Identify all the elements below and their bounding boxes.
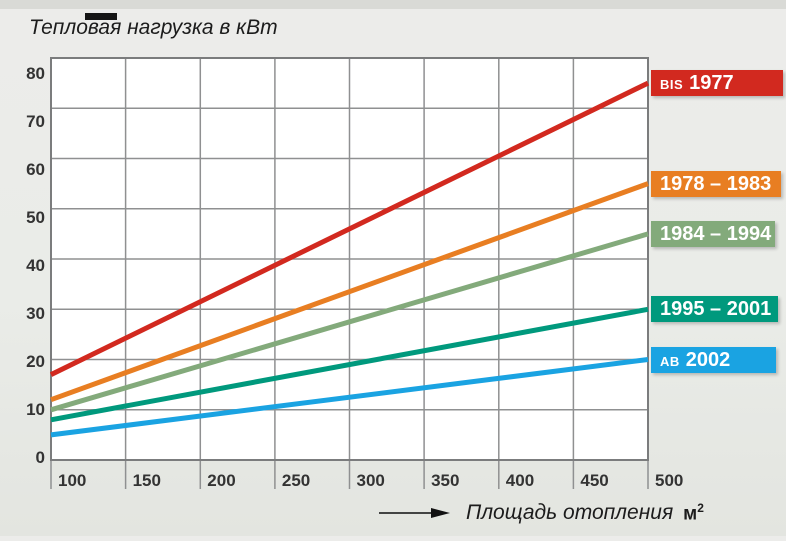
x-tick-label: 250: [282, 471, 310, 490]
x-tick-label: 450: [580, 471, 608, 490]
y-tick-label: 80: [26, 64, 45, 83]
x-tick-label: 100: [58, 471, 86, 490]
x-tick-label: 200: [207, 471, 235, 490]
y-tick-label: 50: [26, 208, 45, 227]
y-tick-label: 20: [26, 352, 45, 371]
x-axis-unit: м2: [683, 501, 704, 525]
x-tick-label: 350: [431, 471, 459, 490]
series-line-1995-2001: [50, 306, 649, 423]
y-tick-label: 60: [26, 160, 45, 179]
top-edge-artifact: [85, 13, 117, 20]
x-axis-label-text: Площадь отопления: [466, 501, 674, 524]
x-tick-label: 150: [133, 471, 161, 490]
series-line-bis-1977: [49, 80, 650, 377]
x-tick-label: 300: [357, 471, 385, 490]
y-tick-label: 0: [36, 448, 45, 467]
x-axis-caption: Площадь отопления м2: [378, 500, 704, 526]
x-tick-label: 500: [655, 471, 683, 490]
y-tick-label: 70: [26, 112, 45, 131]
x-tick-label: 400: [506, 471, 534, 490]
series-line-ab-2002: [50, 357, 649, 438]
plot-frame: [50, 57, 649, 461]
chart-title: Тепловая нагрузка в кВт: [29, 16, 278, 39]
y-tick-label: 30: [26, 304, 45, 323]
y-tick-label: 40: [26, 256, 45, 275]
x-axis-unit-base: м: [683, 503, 698, 525]
series-line-1978-1983: [50, 181, 649, 403]
y-tick-label: 10: [26, 400, 45, 419]
top-edge-strip: [0, 0, 786, 9]
series-line-1984-1994: [50, 231, 649, 413]
x-axis-unit-exponent: 2: [697, 500, 704, 515]
right-arrow-icon: [379, 508, 450, 518]
